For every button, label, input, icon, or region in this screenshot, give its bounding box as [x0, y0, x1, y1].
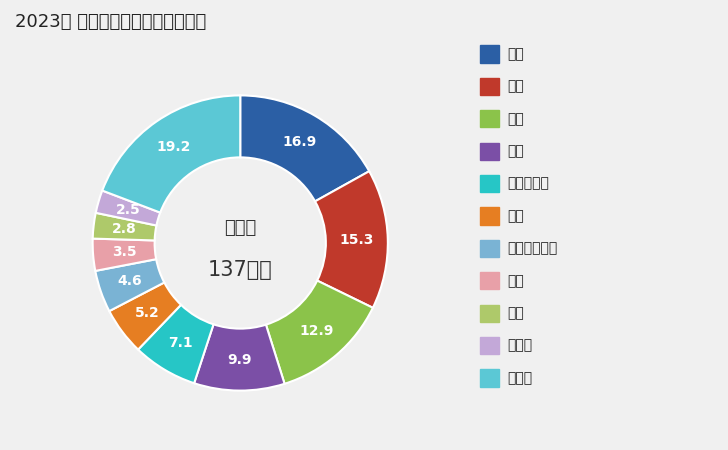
Wedge shape [138, 305, 213, 383]
Text: 豪州: 豪州 [507, 209, 524, 223]
Text: 米国: 米国 [507, 79, 524, 94]
Text: 香港: 香港 [507, 112, 524, 126]
Wedge shape [92, 213, 157, 240]
Text: 韓国: 韓国 [507, 144, 524, 158]
Text: 137億円: 137億円 [208, 260, 272, 279]
Text: カナダ: カナダ [507, 338, 533, 353]
Wedge shape [109, 283, 181, 350]
Text: 16.9: 16.9 [282, 135, 317, 149]
Text: 4.6: 4.6 [118, 274, 143, 288]
Text: その他: その他 [507, 371, 533, 385]
Wedge shape [96, 190, 160, 225]
Text: 5.2: 5.2 [135, 306, 159, 320]
Text: 9.9: 9.9 [227, 353, 252, 367]
Text: タイ: タイ [507, 274, 524, 288]
Wedge shape [92, 238, 157, 271]
Wedge shape [315, 171, 388, 308]
Text: 15.3: 15.3 [340, 233, 374, 247]
Text: 7.1: 7.1 [168, 336, 192, 350]
Wedge shape [102, 95, 240, 212]
Text: 12.9: 12.9 [299, 324, 333, 338]
Wedge shape [266, 281, 373, 384]
Text: 英国: 英国 [507, 306, 524, 320]
Text: シンガポール: シンガポール [507, 241, 558, 256]
Text: フィリピン: フィリピン [507, 176, 550, 191]
Wedge shape [194, 324, 285, 391]
Text: 総　額: 総 額 [224, 219, 256, 237]
Text: 台湾: 台湾 [507, 47, 524, 61]
Wedge shape [240, 95, 369, 201]
Wedge shape [95, 259, 165, 311]
Text: 2.5: 2.5 [116, 203, 141, 217]
Text: 3.5: 3.5 [111, 245, 136, 259]
Text: 2.8: 2.8 [112, 222, 137, 236]
Text: 19.2: 19.2 [157, 140, 191, 154]
Text: 2023年 輸出相手国のシェア（％）: 2023年 輸出相手国のシェア（％） [15, 14, 206, 32]
